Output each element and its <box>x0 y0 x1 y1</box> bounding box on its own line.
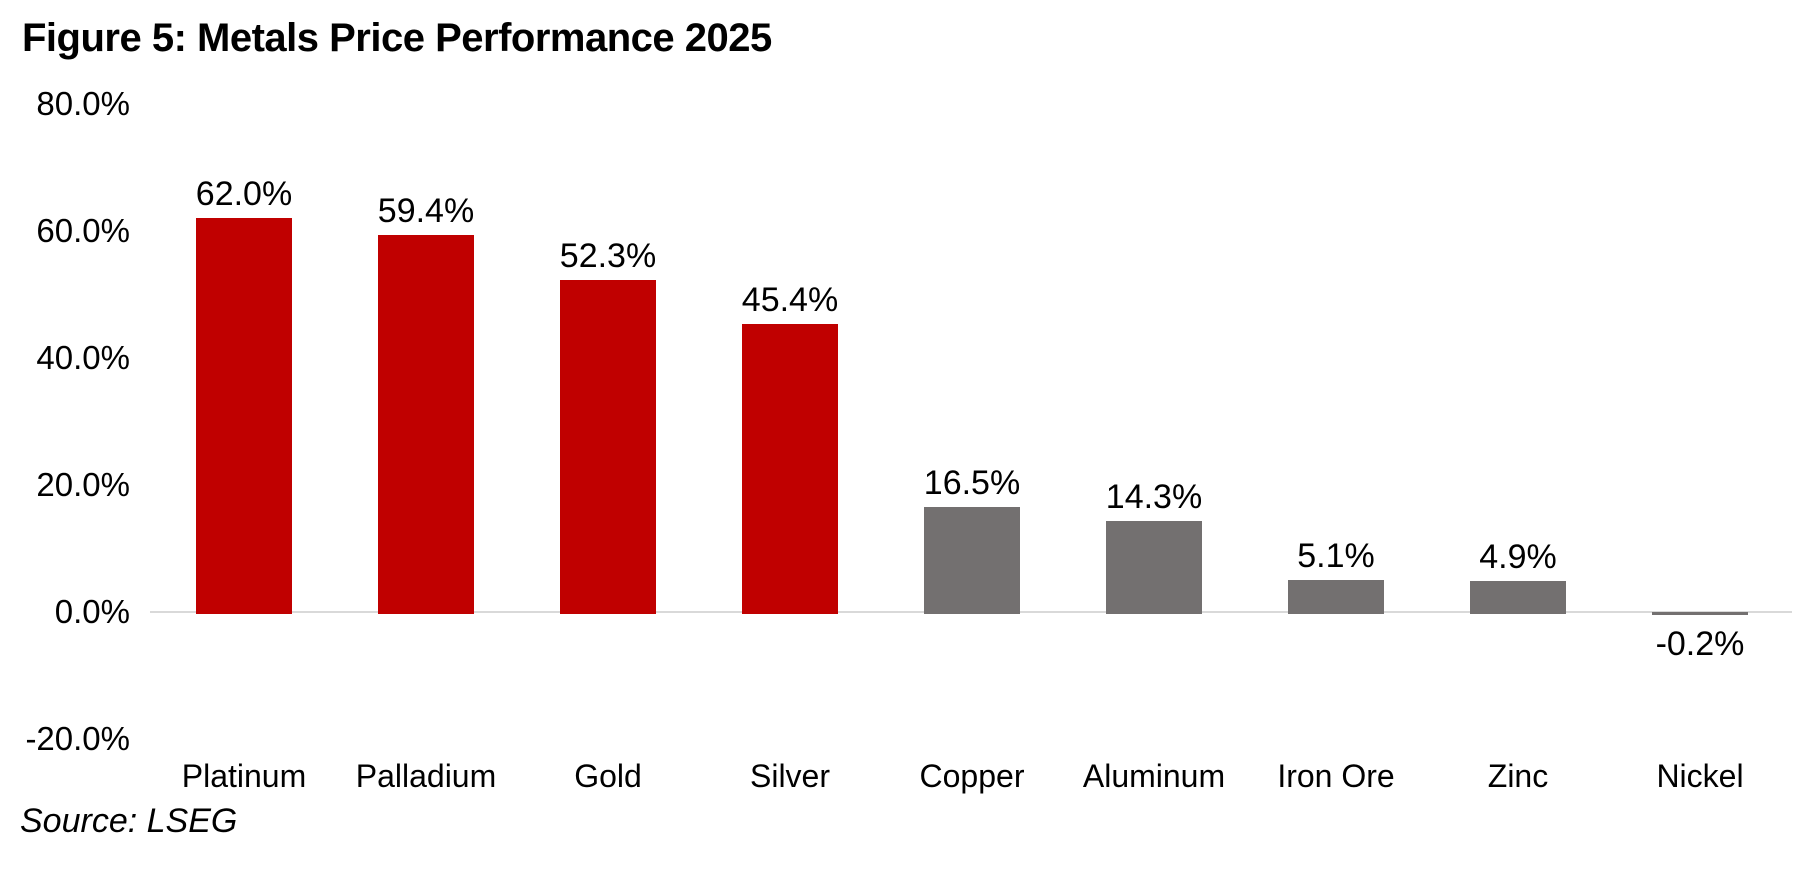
value-label: 45.4% <box>741 280 839 319</box>
value-label: 5.1% <box>1297 536 1375 575</box>
y-axis-tick-label: 80.0% <box>36 85 130 122</box>
bar-palladium <box>378 234 474 614</box>
y-axis-tick-label: 20.0% <box>36 466 130 503</box>
value-label: 16.5% <box>923 464 1021 503</box>
bar-zinc <box>1470 580 1566 614</box>
value-label: 52.3% <box>559 236 657 275</box>
value-label: -0.2% <box>1655 625 1745 663</box>
value-label: 62.0% <box>195 175 293 214</box>
bar-silver <box>742 323 838 614</box>
x-axis-category-label: Palladium <box>355 758 497 794</box>
value-label: 14.3% <box>1105 478 1203 517</box>
bar-platinum <box>196 218 292 614</box>
bar-aluminum <box>1106 521 1202 614</box>
x-axis-category-label: Silver <box>749 758 830 794</box>
x-axis-category-label: Iron Ore <box>1277 758 1395 794</box>
bar-nickel <box>1652 612 1748 615</box>
bar-iron-ore <box>1288 579 1384 614</box>
x-axis-category-label: Platinum <box>181 758 307 794</box>
value-label: 59.4% <box>377 191 475 230</box>
x-axis-category-label: Gold <box>574 758 642 794</box>
bar-copper <box>924 507 1020 614</box>
chart-title: Figure 5: Metals Price Performance 2025 <box>22 16 772 60</box>
x-axis-category-label: Aluminum <box>1082 758 1226 794</box>
y-axis-tick-label: 60.0% <box>36 212 130 249</box>
x-axis-category-label: Copper <box>919 758 1025 794</box>
y-axis-tick-label: -20.0% <box>25 720 130 757</box>
y-axis-tick-label: 0.0% <box>54 593 130 630</box>
y-axis-tick-label: 40.0% <box>36 339 130 376</box>
source-note: Source: LSEG <box>20 802 238 840</box>
x-axis-category-label: Nickel <box>1656 758 1744 794</box>
bar-gold <box>560 279 656 614</box>
x-axis-category-label: Zinc <box>1487 758 1549 794</box>
value-label: 4.9% <box>1479 537 1557 576</box>
